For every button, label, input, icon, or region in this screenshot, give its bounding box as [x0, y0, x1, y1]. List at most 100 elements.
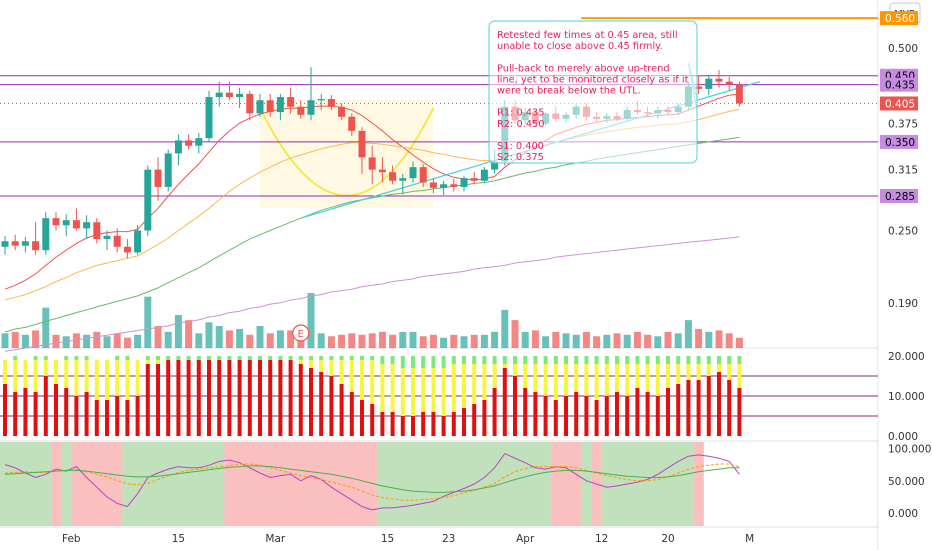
bar-red-70	[717, 372, 721, 436]
bar-red-17	[176, 360, 181, 436]
bar-green-21	[217, 356, 222, 361]
bar-red-57	[584, 396, 589, 436]
candle-body-29	[297, 106, 305, 115]
bar-red-55	[564, 396, 568, 436]
bar-green-11	[115, 356, 120, 361]
candle-body-37	[378, 169, 386, 173]
bar-red-44	[451, 412, 456, 436]
bar-yellow-33	[339, 360, 344, 384]
volume-bar-14	[144, 296, 152, 348]
price-tick-3: 0.375	[888, 119, 918, 131]
bar-yellow-48	[492, 364, 497, 388]
bar-yellow-68	[696, 364, 701, 380]
bar-red-31	[319, 372, 324, 436]
bar-red-49	[502, 368, 507, 436]
bar-yellow-13	[135, 360, 140, 396]
bar-tick-2: 20.000	[888, 351, 925, 363]
bar-yellow-3	[33, 360, 38, 392]
bar-red-0	[3, 384, 7, 436]
bar-yellow-64	[655, 364, 660, 396]
event-marker-circle	[292, 324, 310, 342]
bar-indicator-pane[interactable]	[0, 356, 878, 442]
candle-body-39	[399, 178, 407, 181]
annotation-callout[interactable]: Retested few times at 0.45 area, stillun…	[488, 20, 698, 164]
callout-line-4: line, yet to be monitored closely as if …	[497, 74, 689, 85]
candle-body-12	[123, 246, 131, 253]
bar-yellow-37	[380, 364, 385, 412]
bar-red-28	[288, 360, 293, 436]
bar-green-46	[472, 356, 477, 365]
bar-red-27	[278, 360, 283, 436]
price-pane[interactable]: E	[0, 0, 879, 550]
bar-green-65	[666, 356, 670, 365]
bar-red-36	[370, 404, 375, 436]
volume-bar-66	[674, 333, 682, 348]
bar-red-3	[33, 392, 38, 436]
bar-green-32	[329, 356, 334, 361]
candle-body-16	[164, 153, 172, 187]
osc-zone-4	[122, 442, 225, 526]
volume-bar-64	[654, 336, 662, 348]
bar-red-48	[492, 388, 497, 436]
bar-yellow-1	[13, 360, 18, 392]
osc-line-3	[4, 465, 740, 493]
volume-bar-12	[123, 337, 131, 348]
bar-red-40	[411, 416, 415, 436]
volume-bar-11	[113, 333, 121, 348]
candle-body-35	[358, 130, 366, 158]
bar-green-3	[33, 356, 38, 361]
bar-green-36	[370, 356, 375, 361]
x-tick-7: 20	[661, 533, 674, 545]
volume-bar-20	[205, 322, 213, 348]
bar-red-64	[655, 396, 660, 436]
candle-body-7	[72, 220, 80, 229]
volume-bar-62	[633, 331, 641, 348]
bar-yellow-61	[625, 364, 630, 396]
bar-red-54	[553, 400, 558, 436]
candle-body-24	[246, 93, 254, 114]
candle-body-11	[113, 235, 121, 247]
volume-bar-21	[215, 326, 223, 348]
volume-bar-47	[480, 334, 488, 348]
bar-red-51	[523, 388, 528, 436]
bar-green-24	[247, 356, 252, 361]
volume-bar-31	[317, 333, 325, 348]
bar-red-41	[421, 412, 426, 436]
callout-line-5: were to break below the UTL.	[497, 86, 641, 97]
bar-yellow-65	[666, 364, 670, 388]
candle-body-27	[276, 97, 284, 113]
level-tag-label-3: 0.405	[885, 98, 915, 110]
candle-body-71	[725, 81, 733, 85]
bar-red-58	[594, 400, 599, 436]
bar-red-22	[227, 360, 232, 436]
osc-zone-8	[581, 442, 592, 526]
price-scale[interactable]: MYR 0.1900.2500.3150.3750.5000.5600.4500…	[880, 2, 931, 520]
bar-red-16	[166, 360, 171, 436]
osc-zone-5	[224, 442, 378, 526]
bar-green-22	[227, 356, 232, 361]
bar-yellow-8	[84, 360, 89, 392]
candle-body-68	[695, 86, 703, 89]
x-tick-1: 15	[172, 533, 185, 545]
candle-body-41	[419, 167, 427, 183]
candle-body-38	[389, 172, 397, 181]
bar-yellow-39	[400, 368, 405, 416]
volume-bar-23	[236, 328, 244, 348]
price-tick-0: 0.190	[888, 298, 918, 310]
oscillator-pane[interactable]	[0, 442, 740, 526]
candle-body-32	[327, 98, 335, 107]
bar-yellow-70	[717, 364, 721, 372]
volume-bar-41	[419, 336, 427, 348]
volume-bar-61	[623, 334, 631, 348]
bar-red-38	[390, 412, 395, 436]
bar-red-9	[94, 400, 99, 436]
volume-bar-6	[62, 336, 70, 348]
callout-box	[488, 20, 698, 164]
bar-yellow-42	[431, 368, 436, 412]
volume-bar-50	[511, 320, 519, 348]
bar-green-49	[502, 356, 507, 365]
bar-red-29	[298, 364, 303, 436]
x-axis: Feb 15 Mar 15 23 Apr 12 20 M	[0, 526, 878, 545]
volume-bar-3	[32, 330, 40, 348]
